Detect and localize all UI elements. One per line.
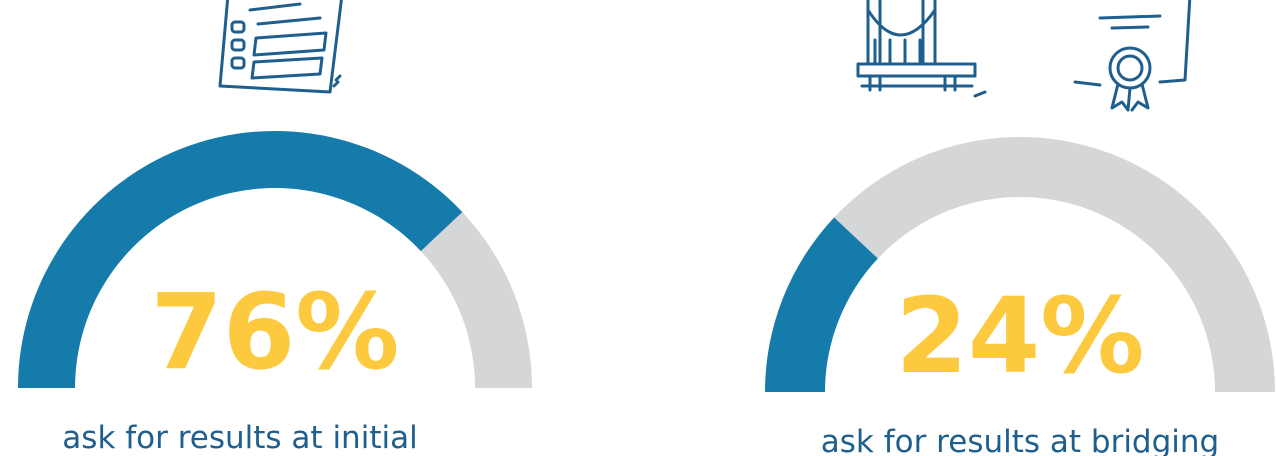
- form-icon: [218, 0, 343, 94]
- gauge-track: [834, 136, 1275, 392]
- value-label: 76%: [151, 271, 400, 393]
- caption: ask for results at bridging: [821, 424, 1219, 456]
- caption: ask for results at initial: [62, 420, 417, 456]
- certificate-icon: [1073, 0, 1192, 112]
- gauge-fill: [18, 131, 463, 388]
- gauge-fill: [765, 217, 878, 392]
- gauge-track: [420, 212, 532, 388]
- bridge-icon: [856, 0, 987, 98]
- value-label: 24%: [896, 275, 1145, 397]
